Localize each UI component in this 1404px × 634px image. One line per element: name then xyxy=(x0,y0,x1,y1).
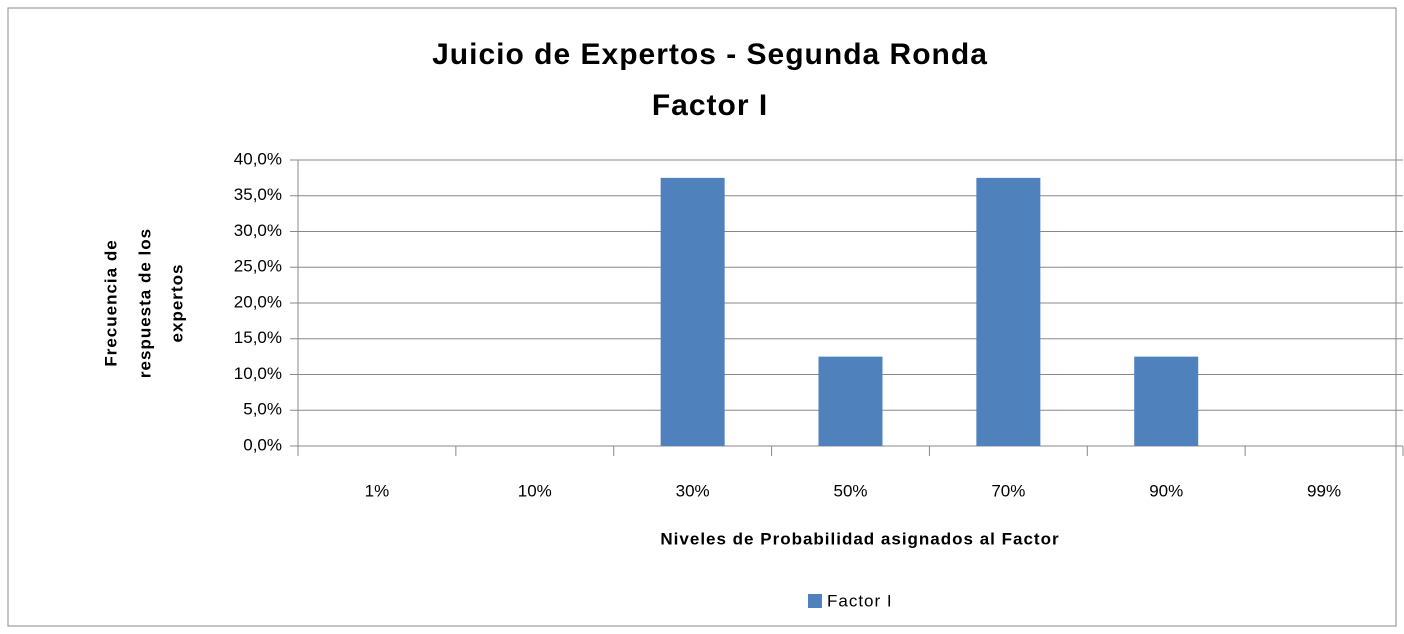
legend-swatch xyxy=(808,594,822,608)
legend-label: Factor I xyxy=(827,591,893,610)
y-axis-title: Frecuencia de respuesta de los expertos xyxy=(101,228,186,378)
x-tick-label: 50% xyxy=(833,481,867,500)
bar xyxy=(818,356,883,446)
x-tick-label: 10% xyxy=(518,481,552,500)
y-tick-label: 20,0% xyxy=(234,292,282,311)
y-tick-label: 5,0% xyxy=(243,400,282,419)
x-tick-label: 70% xyxy=(991,481,1025,500)
y-tick-label: 25,0% xyxy=(234,257,282,276)
x-tick-label: 99% xyxy=(1307,481,1341,500)
bar xyxy=(660,177,725,446)
x-tick-label: 30% xyxy=(676,481,710,500)
y-axis-title-line: expertos xyxy=(167,264,186,343)
x-tick-label: 1% xyxy=(365,481,390,500)
y-tick-label: 10,0% xyxy=(234,364,282,383)
y-tick-label: 0,0% xyxy=(243,435,282,454)
y-tick-label: 40,0% xyxy=(234,149,282,168)
bar xyxy=(1134,356,1199,446)
y-axis-title-line: Frecuencia de xyxy=(101,239,120,366)
x-tick-label: 90% xyxy=(1149,481,1183,500)
chart-title: Juicio de Expertos - Segunda Ronda xyxy=(432,38,988,71)
y-tick-label: 35,0% xyxy=(234,185,282,204)
x-axis-title: Niveles de Probabilidad asignados al Fac… xyxy=(660,529,1059,548)
y-axis-title-line: respuesta de los xyxy=(135,228,154,378)
y-tick-label: 30,0% xyxy=(234,221,282,240)
chart-title: Factor I xyxy=(652,89,768,122)
y-tick-label: 15,0% xyxy=(234,328,282,347)
bar xyxy=(976,177,1041,446)
